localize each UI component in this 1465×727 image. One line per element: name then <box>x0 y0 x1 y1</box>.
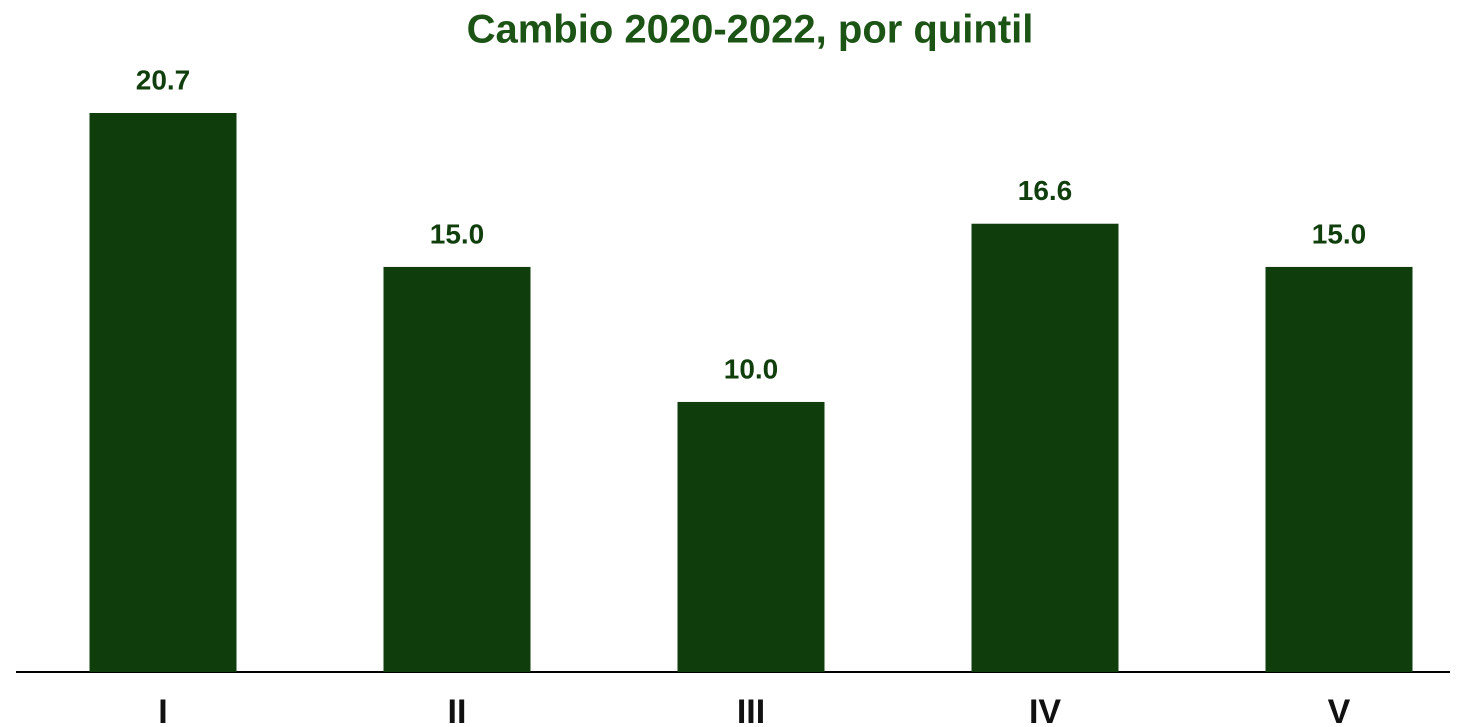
x-tick-label: V <box>1328 693 1351 727</box>
x-tick-label: I <box>158 693 167 727</box>
chart-title: Cambio 2020-2022, por quintil <box>467 8 1034 52</box>
value-label: 10.0 <box>724 353 779 384</box>
bar <box>971 223 1119 673</box>
value-label: 16.6 <box>1018 175 1073 206</box>
x-tick-label: III <box>737 693 765 727</box>
x-tick-label: IV <box>1029 693 1061 727</box>
bar <box>677 401 825 672</box>
bar <box>89 113 237 672</box>
bar <box>1265 266 1413 672</box>
bar <box>383 266 531 672</box>
value-label: 15.0 <box>1312 218 1367 249</box>
value-label: 20.7 <box>136 64 191 95</box>
x-tick-label: II <box>448 693 467 727</box>
value-label: 15.0 <box>430 218 485 249</box>
